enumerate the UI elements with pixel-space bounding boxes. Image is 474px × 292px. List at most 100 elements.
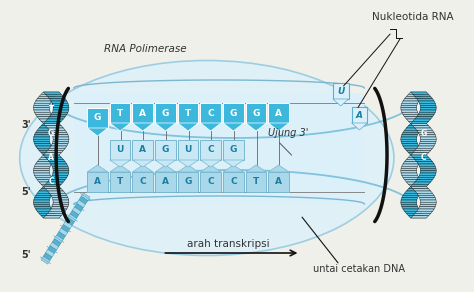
Polygon shape (34, 108, 49, 110)
Polygon shape (36, 99, 53, 101)
Text: T: T (253, 178, 259, 187)
Polygon shape (34, 166, 50, 168)
Polygon shape (402, 196, 419, 198)
Text: untai cetakan DNA: untai cetakan DNA (313, 264, 405, 274)
Polygon shape (46, 150, 64, 153)
Polygon shape (53, 168, 69, 171)
Polygon shape (39, 119, 57, 121)
Polygon shape (53, 139, 69, 142)
Polygon shape (87, 128, 108, 136)
Polygon shape (74, 93, 365, 204)
Polygon shape (419, 175, 435, 178)
Polygon shape (223, 165, 244, 172)
Polygon shape (409, 187, 427, 189)
Polygon shape (52, 135, 69, 137)
Text: T: T (117, 109, 123, 117)
FancyBboxPatch shape (223, 172, 244, 192)
Polygon shape (39, 189, 57, 191)
Polygon shape (420, 139, 436, 142)
Polygon shape (223, 160, 244, 167)
Polygon shape (35, 164, 51, 166)
Polygon shape (53, 200, 69, 202)
Polygon shape (415, 211, 433, 213)
Polygon shape (43, 155, 61, 157)
Text: Nukleotida RNA: Nukleotida RNA (372, 12, 454, 22)
Polygon shape (415, 128, 433, 130)
Polygon shape (34, 142, 50, 144)
Polygon shape (404, 159, 422, 162)
FancyBboxPatch shape (201, 103, 221, 123)
Polygon shape (401, 103, 418, 105)
Text: G: G (48, 128, 55, 138)
Polygon shape (402, 112, 419, 114)
Polygon shape (36, 178, 53, 180)
Polygon shape (402, 101, 419, 103)
Polygon shape (47, 180, 65, 182)
Polygon shape (47, 148, 65, 150)
Polygon shape (49, 130, 67, 133)
Polygon shape (35, 112, 51, 114)
Polygon shape (401, 110, 418, 112)
Text: G: G (94, 114, 101, 123)
Text: A: A (162, 178, 169, 187)
Polygon shape (34, 137, 49, 139)
Polygon shape (223, 123, 244, 131)
Text: U: U (117, 145, 124, 154)
Text: T: T (117, 178, 123, 187)
Text: A: A (48, 154, 54, 163)
Polygon shape (52, 142, 69, 144)
Polygon shape (403, 162, 420, 164)
Polygon shape (51, 133, 68, 135)
Text: G: G (230, 109, 237, 117)
Polygon shape (52, 103, 69, 105)
Polygon shape (36, 146, 53, 148)
Polygon shape (46, 182, 64, 184)
Polygon shape (36, 209, 53, 211)
Polygon shape (41, 92, 59, 94)
Polygon shape (37, 96, 55, 99)
Polygon shape (268, 165, 289, 172)
Polygon shape (410, 216, 428, 218)
Polygon shape (402, 133, 419, 135)
Polygon shape (65, 218, 74, 225)
Polygon shape (79, 196, 88, 204)
Polygon shape (417, 193, 434, 196)
FancyBboxPatch shape (223, 140, 244, 160)
Polygon shape (420, 171, 436, 173)
Text: C: C (208, 109, 214, 117)
Polygon shape (419, 196, 435, 198)
Polygon shape (178, 160, 199, 167)
Polygon shape (401, 139, 417, 142)
Polygon shape (47, 191, 65, 193)
Text: 5': 5' (22, 187, 31, 197)
Polygon shape (420, 137, 436, 139)
Polygon shape (110, 165, 130, 172)
Polygon shape (417, 178, 434, 180)
Polygon shape (333, 99, 348, 106)
Polygon shape (417, 99, 434, 101)
Text: C: C (208, 145, 214, 154)
Polygon shape (155, 123, 176, 131)
Polygon shape (46, 157, 64, 159)
Polygon shape (39, 150, 57, 153)
Polygon shape (39, 213, 57, 216)
Polygon shape (409, 155, 427, 157)
Polygon shape (401, 137, 417, 139)
Polygon shape (132, 160, 153, 167)
Polygon shape (415, 148, 433, 150)
Polygon shape (37, 180, 55, 182)
Text: C: C (208, 178, 214, 187)
FancyBboxPatch shape (155, 103, 176, 123)
Polygon shape (420, 202, 436, 204)
Polygon shape (417, 162, 434, 164)
Polygon shape (39, 126, 57, 128)
Polygon shape (34, 173, 50, 175)
Polygon shape (419, 204, 436, 207)
Polygon shape (52, 173, 69, 175)
FancyBboxPatch shape (201, 140, 221, 160)
Text: Ujung 3': Ujung 3' (268, 128, 308, 138)
Polygon shape (413, 157, 431, 159)
Polygon shape (46, 189, 64, 191)
Polygon shape (155, 160, 176, 167)
Polygon shape (52, 204, 69, 207)
